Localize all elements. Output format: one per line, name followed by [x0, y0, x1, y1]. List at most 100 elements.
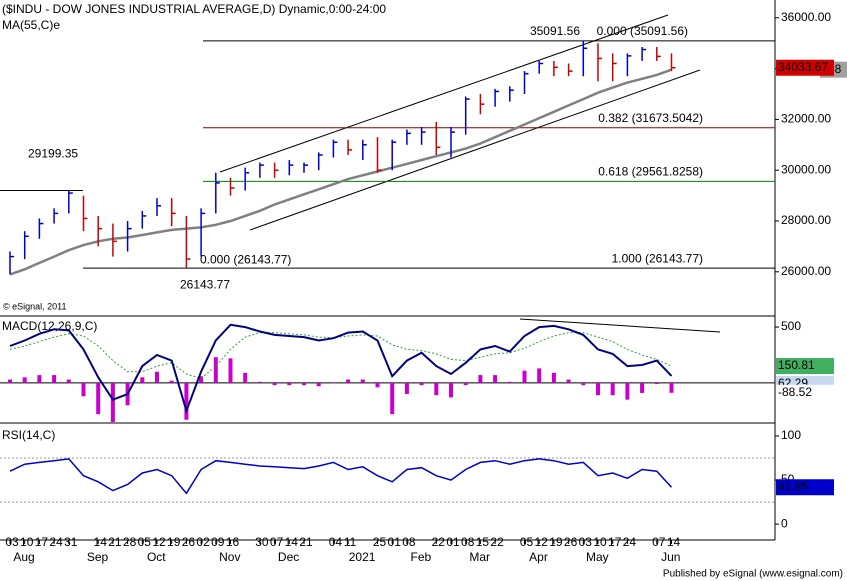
signal-line	[9, 332, 672, 379]
rsi-title: RSI(14,C)	[2, 428, 55, 442]
fib-label: 0.618 (29561.8258)	[598, 165, 703, 179]
y-tick-label: 100	[781, 428, 801, 442]
histogram-bar	[66, 379, 71, 383]
histogram-bar	[596, 382, 600, 396]
histogram-bar	[243, 372, 248, 383]
macd-title: MACD(12,26,9,C)	[2, 319, 97, 333]
month-label: 2021	[349, 550, 376, 564]
x-tick-label: 14	[94, 535, 108, 549]
histogram-bar	[213, 357, 218, 383]
month-label: Feb	[411, 550, 432, 564]
histogram-bar	[434, 382, 439, 396]
chart-title: ($INDU - DOW JONES INDUSTRIAL AVERAGE,D)…	[2, 2, 386, 16]
month-label: Jun	[661, 550, 680, 564]
histogram-bar	[654, 382, 659, 385]
histogram-bar	[22, 377, 27, 383]
x-tick-label: 03	[579, 535, 593, 549]
x-tick-label: 19	[167, 535, 181, 549]
x-tick-label: 24	[49, 535, 63, 549]
x-tick-label: 17	[608, 535, 622, 549]
x-tick-label: 28	[123, 535, 137, 549]
signal-value-box	[776, 358, 834, 375]
histogram-bar	[110, 382, 115, 422]
x-tick-label: 15	[476, 535, 490, 549]
x-tick-label: 07	[652, 535, 666, 549]
x-tick-label: 03	[5, 535, 19, 549]
histogram-bar	[8, 379, 12, 383]
x-tick-label: 10	[20, 535, 34, 549]
histogram-bar	[140, 377, 145, 383]
x-tick-label: 16	[226, 535, 240, 549]
x-tick-label: 05	[520, 535, 534, 549]
histogram-bar	[346, 379, 351, 383]
histogram-bar	[184, 382, 189, 420]
histogram-bar	[522, 370, 527, 383]
footer: Published by eSignal (www.esignal.com)	[663, 569, 843, 580]
histogram-bar	[360, 379, 365, 383]
histogram-bar	[37, 375, 42, 383]
x-tick-label: 26	[182, 535, 196, 549]
histogram-bar	[375, 382, 380, 388]
histogram-bar	[169, 380, 174, 383]
x-tick-label: 07	[270, 535, 284, 549]
channel-line	[249, 69, 701, 231]
month-label: Apr	[529, 550, 548, 564]
histogram-bar	[96, 382, 101, 415]
rsi-line	[9, 458, 673, 495]
x-tick-label: 09	[211, 535, 225, 549]
rsi-value: 41.85	[778, 479, 808, 493]
fib-label: 1.000 (26143.77)	[612, 251, 703, 265]
histogram-bar	[257, 381, 262, 383]
histogram-bar	[287, 382, 292, 386]
divergence-line	[519, 318, 721, 333]
histogram-value: -88.52	[778, 385, 812, 399]
y-tick-label: 32000.00	[781, 112, 831, 126]
x-tick-label: 01	[388, 535, 402, 549]
x-tick-label: 12	[152, 535, 166, 549]
y-tick-label: 28000.00	[781, 213, 831, 227]
x-tick-label: 14	[667, 535, 681, 549]
month-label: Nov	[219, 550, 240, 564]
x-tick-label: 11	[344, 535, 357, 549]
histogram-bar	[449, 382, 453, 398]
histogram-bar	[640, 382, 645, 393]
histogram-bar	[419, 382, 424, 386]
histogram-bar	[52, 375, 57, 383]
histogram-bar	[507, 381, 512, 383]
rsi-value-box	[776, 479, 834, 496]
histogram-bar	[537, 368, 542, 383]
x-tick-label: 22	[432, 535, 446, 549]
histogram-bar	[463, 382, 468, 386]
fib-label: 0.382 (31673.5042)	[598, 111, 703, 125]
histogram-bar	[390, 382, 395, 415]
histogram-bar	[669, 382, 674, 393]
annotation: 0.000 (26143.77)	[200, 252, 291, 266]
histogram-bar	[81, 382, 86, 397]
histogram-bar	[302, 382, 306, 386]
histogram-bar	[478, 375, 483, 383]
x-tick-label: 26	[564, 535, 578, 549]
x-tick-label: 05	[138, 535, 152, 549]
x-tick-label: 01	[446, 535, 460, 549]
price-label: 34033.67	[778, 60, 828, 74]
month-label: Dec	[278, 550, 299, 564]
ma-line	[9, 68, 672, 276]
histogram-bar	[316, 382, 321, 387]
month-label: Sep	[87, 550, 109, 564]
x-tick-label: 25	[373, 535, 387, 549]
annotation: 35091.56	[530, 24, 580, 38]
annotation: 26143.77	[180, 277, 230, 291]
month-label: May	[586, 550, 609, 564]
macd-line	[9, 323, 673, 414]
histogram-bar	[566, 379, 571, 383]
x-tick-label: 21	[299, 535, 313, 549]
histogram-bar	[155, 371, 159, 383]
histogram-bar	[610, 382, 615, 396]
histogram-value-box	[776, 384, 834, 401]
y-tick-label: 500	[781, 319, 801, 333]
fib-label: 0.000 (35091.56)	[597, 24, 688, 38]
histogram-bar	[493, 375, 498, 383]
y-tick-label: 36000.00	[781, 10, 831, 24]
